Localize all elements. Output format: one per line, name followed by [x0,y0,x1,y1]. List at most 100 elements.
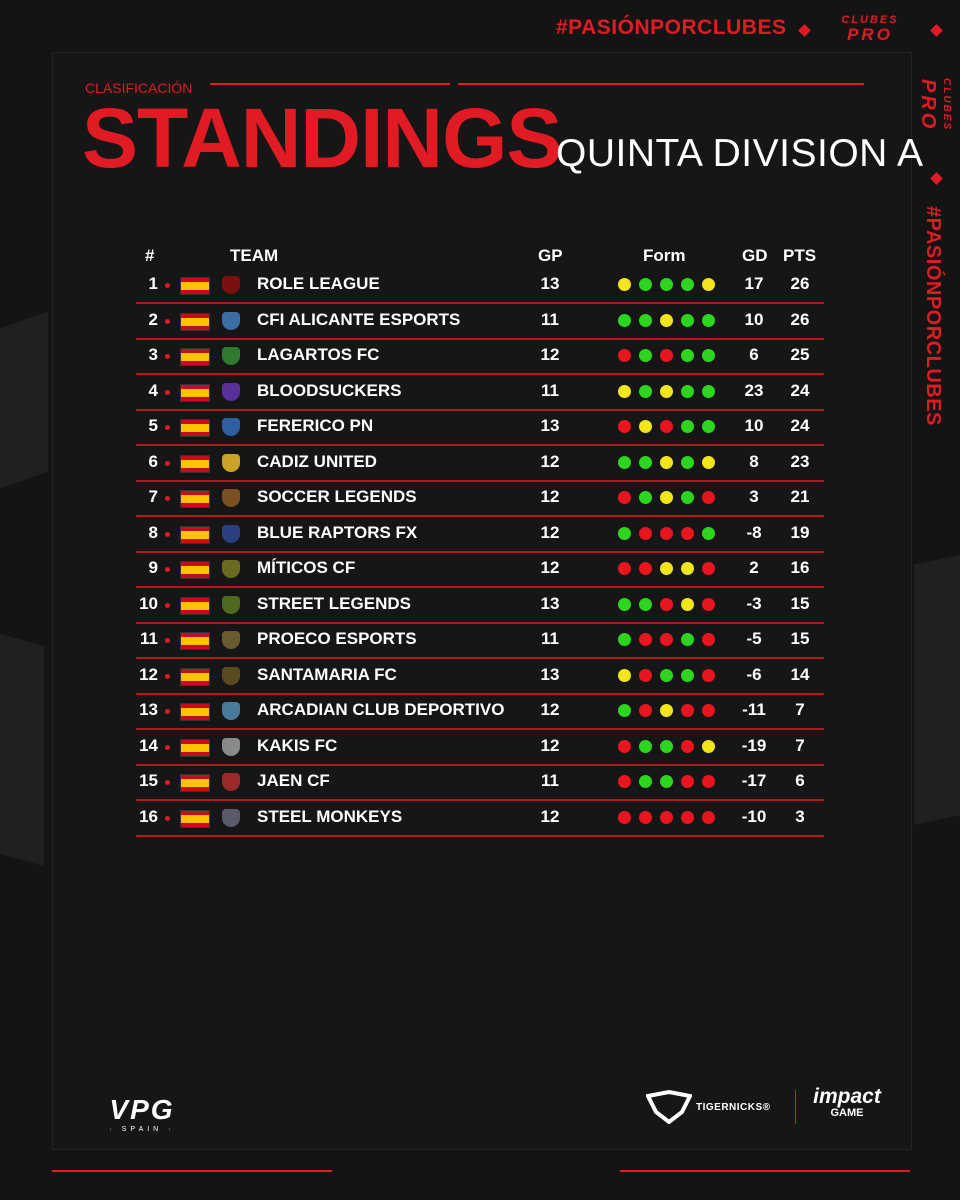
form-dot [702,384,715,398]
logo-bottom-text: PRO [917,78,939,132]
gp-cell: 12 [540,345,560,364]
form-dot [618,562,631,575]
gd-cell: -5 [746,629,762,648]
footer-rule [52,1170,332,1172]
form-dot [639,526,652,540]
gd-cell: 8 [749,451,759,471]
rank-cell: 4 [148,380,158,400]
form-dot [618,739,631,753]
table-row: 10 STREET LEGENDS 13 -3 15 [136,588,824,624]
pts-cell: 3 [795,806,805,826]
table-row: 11 PROECO ESPORTS 11 -5 15 [136,623,824,659]
form-dot [618,775,631,788]
form-dot [639,810,652,824]
rank-dot [165,531,170,537]
hashtag-side: #PASIÓNPORCLUBES [922,206,944,426]
form-indicator [618,775,715,788]
gd-cell: 10 [744,416,764,435]
team-name: CFI ALICANTE ESPORTS [257,309,461,329]
form-dot [681,349,694,362]
gp-cell: 11 [541,309,559,329]
form-dot [660,810,673,824]
form-indicator [618,491,715,504]
form-dot [681,455,694,469]
rank-dot [165,567,170,572]
rank-cell: 7 [148,487,158,506]
rank-cell: 6 [148,451,158,471]
form-dot [660,739,673,753]
form-dot [702,704,715,717]
team-crest-icon [222,347,240,365]
pts-cell: 15 [790,593,810,613]
form-dot [639,633,652,646]
rank-dot [165,496,170,501]
team-name: CADIZ UNITED [257,451,377,471]
team-name: JAEN CF [257,771,330,790]
rank-dot [165,602,170,608]
col-header-rank: # [145,246,155,265]
form-dot [702,739,715,753]
form-dot [639,562,652,575]
rank-cell: 5 [148,416,158,435]
rank-dot [165,460,170,466]
form-indicator [618,526,715,540]
logo-top-text: CLUBES [841,14,899,26]
vpg-spain-logo: VPG · SPAIN · [84,1092,200,1134]
form-dot [681,526,694,540]
vpg-logo-sub: · SPAIN · [109,1126,175,1133]
rank-cell: 13 [139,700,158,719]
gp-cell: 12 [540,522,560,542]
spain-flag-icon [180,383,210,402]
page-title: STANDINGS [82,91,562,185]
gp-cell: 13 [540,593,560,613]
rank-dot [165,425,170,430]
pts-cell: 25 [790,345,810,364]
gd-cell: 2 [749,558,759,577]
form-dot [702,526,715,540]
table-row: 2 CFI ALICANTE ESPORTS 11 10 26 [136,304,824,340]
form-dot [681,420,694,433]
tigernicks-logo: TIGERNICKS® [646,1090,781,1126]
background-streak [0,634,44,866]
form-dot [702,810,715,824]
form-dot [681,739,694,753]
form-dot [681,775,694,788]
team-name: SOCCER LEGENDS [257,487,417,506]
table-row: 9 MÍTICOS CF 12 2 16 [136,552,824,588]
form-indicator [618,810,715,824]
form-dot [702,491,715,504]
sponsor-name-sub: GAME [830,1107,864,1119]
col-header-team: TEAM [230,246,279,265]
form-dot [681,278,694,291]
gd-cell: -3 [746,593,762,613]
form-indicator [618,562,715,575]
form-dot [702,562,715,575]
form-dot [618,526,631,540]
sponsor-name: impact [813,1085,881,1108]
form-dot [660,420,673,433]
form-indicator [618,668,715,682]
form-dot [681,491,694,504]
spain-flag-icon [180,738,210,757]
spain-flag-icon [180,419,210,437]
gd-cell: 10 [744,309,764,329]
form-dot [681,597,694,611]
team-crest-icon [222,489,240,507]
form-dot [681,704,694,717]
table-row: 13 ARCADIAN CLUB DEPORTIVO 12 -11 7 [136,694,824,730]
col-header-pts: PTS [783,246,817,265]
spain-flag-icon [180,809,210,828]
tiger-mask-icon [646,1090,692,1124]
team-name: ARCADIAN CLUB DEPORTIVO [257,700,505,719]
team-name: FERERICO PN [257,416,374,435]
gp-cell: 13 [540,274,560,293]
form-dot [639,420,652,433]
diamond-ornament [798,24,811,37]
team-name: KAKIS FC [257,735,338,755]
gd-cell: 17 [744,274,764,293]
gp-cell: 12 [540,487,560,506]
impact-game-logo: impact GAME [808,1086,886,1130]
rank-dot [165,318,170,324]
team-crest-icon [222,276,240,294]
team-crest-icon [222,524,240,543]
